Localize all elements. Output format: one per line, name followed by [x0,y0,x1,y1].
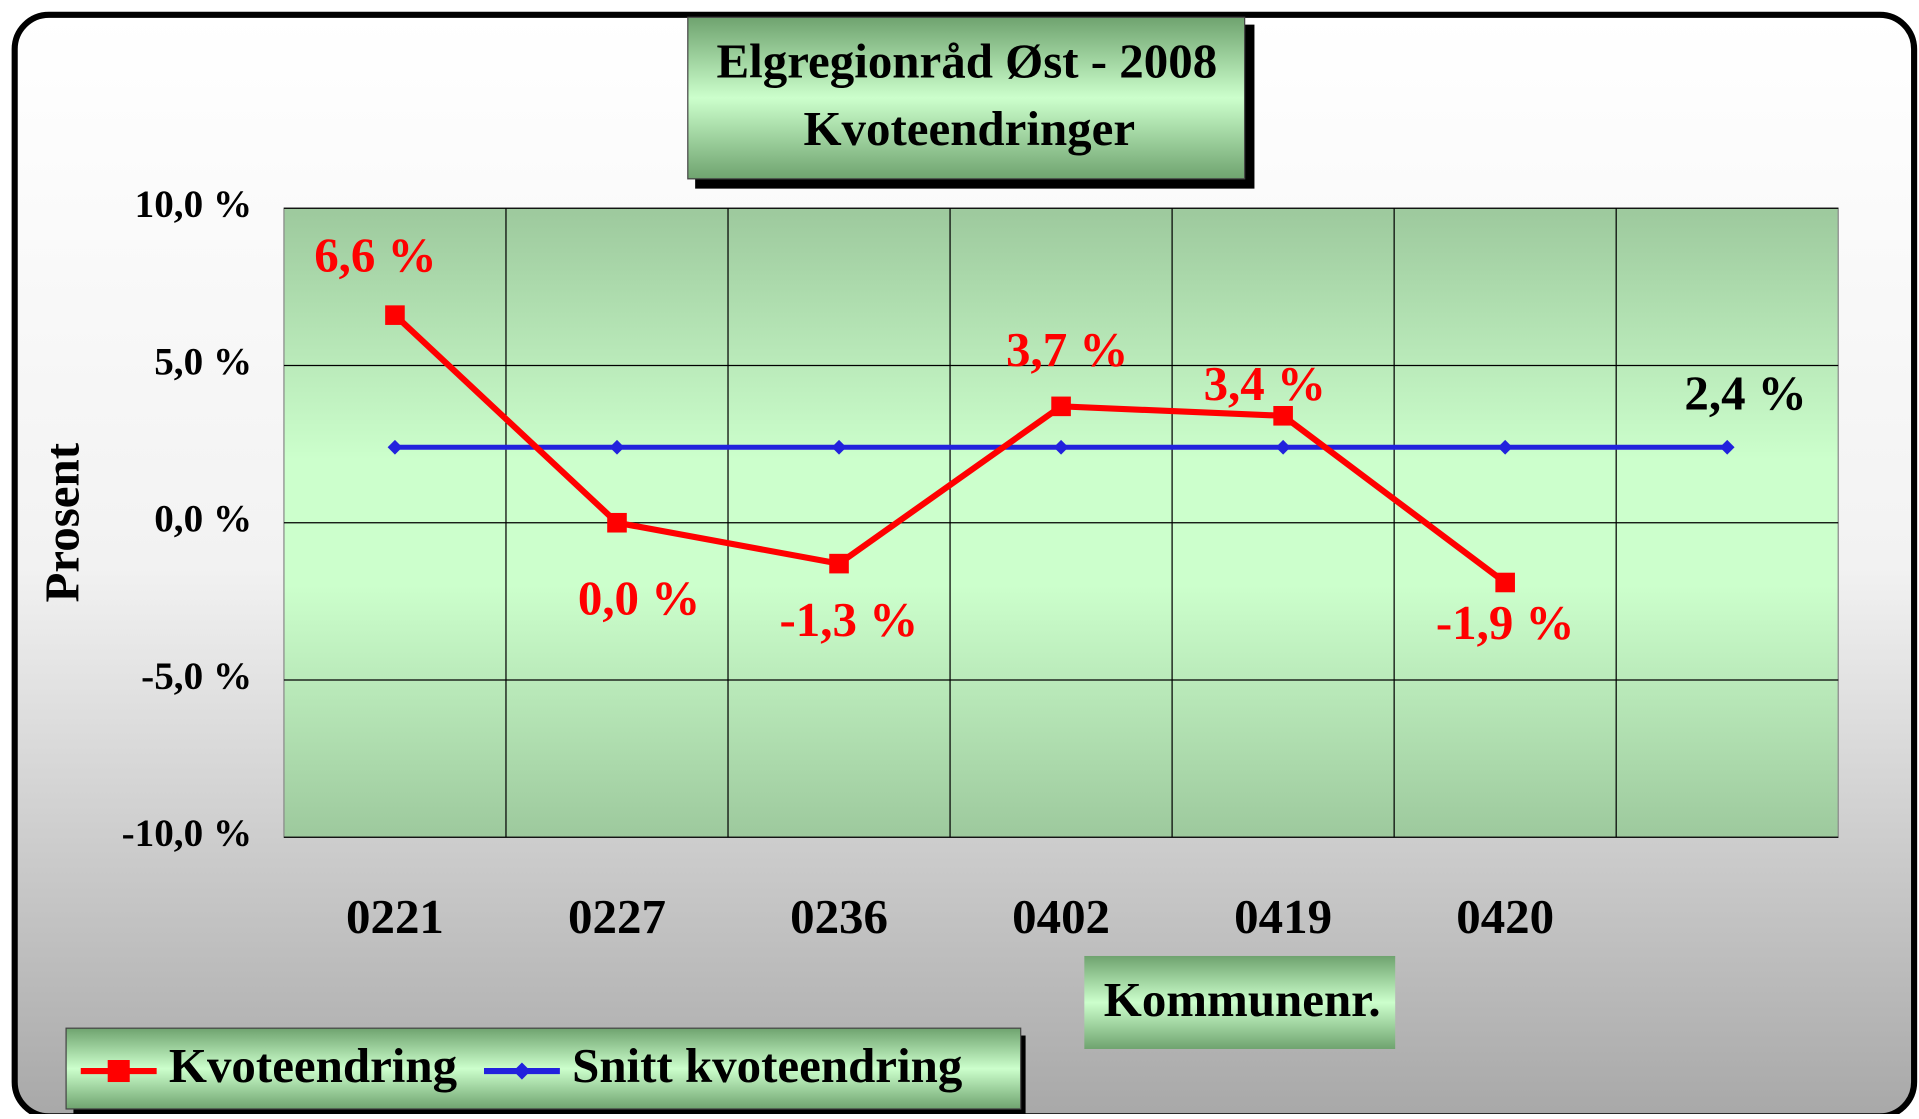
x-tick-label: 0420 [1456,889,1554,944]
y-tick-label: 10,0 % [135,183,252,226]
marker [385,305,405,325]
y-axis-label: Prosent [35,442,90,602]
x-label-box [1084,955,1396,1049]
marker [1053,439,1069,455]
y-tick-label: 5,0 % [154,340,252,383]
legend-label: Kvoteendring [169,1038,457,1093]
series-line [392,312,1508,585]
data-label: 3,4 % [1204,356,1326,411]
x-tick-label: 0419 [1234,889,1332,944]
marker [1273,406,1293,426]
marker [1051,396,1071,417]
y-tick-label: 0,0 % [154,498,252,541]
marker [387,439,403,455]
data-label: -1,9 % [1436,595,1575,650]
marker [1719,439,1735,455]
title-box [687,16,1246,180]
chart-title: Kvoteendringer [803,101,1135,156]
y-tick-label: -10,0 % [122,812,253,855]
legend-box [65,1027,1022,1110]
x-tick-label: 0402 [1012,889,1110,944]
x-axis-label: Kommunenr. [1104,972,1381,1027]
data-label: 0,0 % [578,571,700,626]
marker [1275,439,1291,455]
chart-title: Elgregionråd Øst - 2008 [716,33,1217,88]
legend-marker [107,1060,130,1083]
x-tick-label: 0227 [568,889,666,944]
x-tick-label: 0236 [790,889,888,944]
marker [829,553,849,574]
data-label: 6,6 % [314,227,436,282]
marker [1497,439,1513,455]
legend-label: Snitt kvoteendring [572,1038,962,1093]
marker [831,439,847,455]
data-label: 3,7 % [1006,322,1128,377]
marker [1495,572,1515,593]
marker [609,439,625,455]
x-tick-label: 0221 [346,889,444,944]
marker [607,512,627,533]
data-label: 2,4 % [1684,366,1806,421]
y-tick-label: -5,0 % [141,655,252,698]
data-label: -1,3 % [780,592,919,647]
